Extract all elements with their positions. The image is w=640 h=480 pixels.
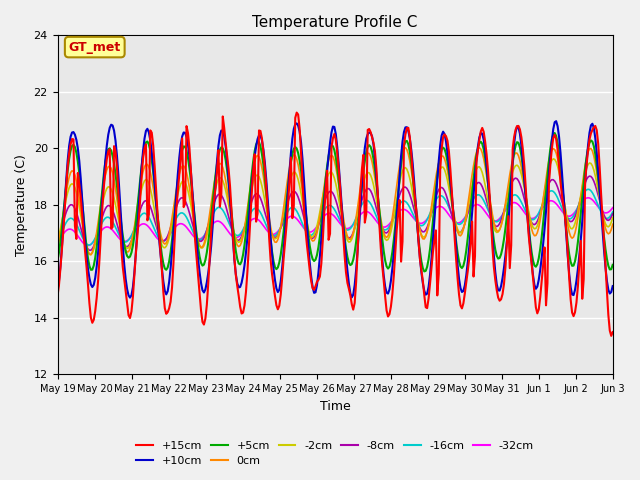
Title: Temperature Profile C: Temperature Profile C xyxy=(252,15,418,30)
Y-axis label: Temperature (C): Temperature (C) xyxy=(15,154,28,256)
Text: GT_met: GT_met xyxy=(68,41,121,54)
X-axis label: Time: Time xyxy=(320,400,351,413)
Legend: +15cm, +10cm, +5cm, 0cm, -2cm, -8cm, -16cm, -32cm: +15cm, +10cm, +5cm, 0cm, -2cm, -8cm, -16… xyxy=(132,436,538,470)
